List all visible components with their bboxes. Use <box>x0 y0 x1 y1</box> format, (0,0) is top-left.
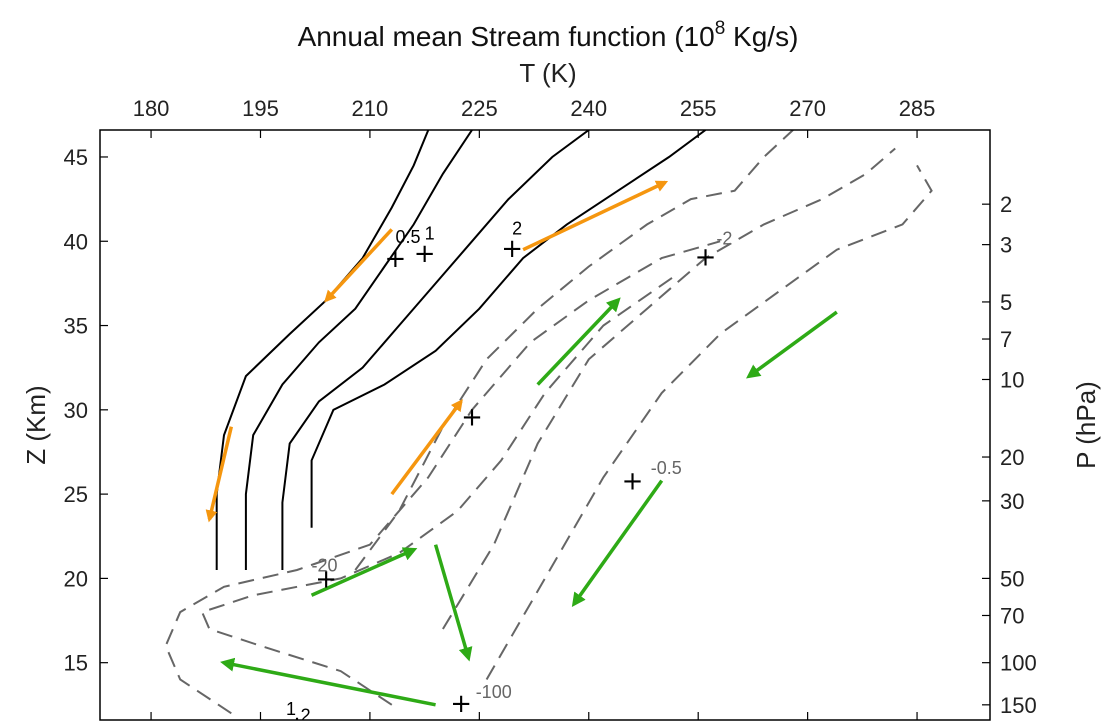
contour-label: 2 <box>301 706 311 724</box>
plus-marker: + <box>450 689 472 719</box>
green-arrow <box>536 297 621 386</box>
positive-contour-line <box>310 130 707 528</box>
plus-markers: +++++++++ <box>286 234 717 724</box>
x-top-tick-label: 255 <box>680 96 717 121</box>
contour-label: -20 <box>312 556 338 576</box>
title-tail: Kg/s) <box>725 21 798 52</box>
orange-arrow <box>205 426 234 523</box>
y-right-tick-label: 200 <box>1000 720 1037 724</box>
positive-contour-line <box>244 130 473 570</box>
plus-marker: + <box>414 239 436 269</box>
x-top-tick-label: 195 <box>242 96 279 121</box>
plus-marker: + <box>315 564 337 594</box>
y-left-tick-labels: 15 20 25 30 35 40 45 <box>64 145 108 676</box>
title-superscript: 8 <box>715 18 726 39</box>
y-right-tick-label: 2 <box>1000 192 1012 217</box>
y-axis-left-title: Z (Km) <box>21 385 51 464</box>
green-arrow <box>571 479 664 607</box>
y-left-tick-label: 40 <box>64 229 88 254</box>
y-right-tick-label: 150 <box>1000 693 1037 718</box>
orange-arrow <box>522 180 669 252</box>
plot-frame <box>99 129 991 721</box>
y-left-tick-label: 30 <box>64 398 88 423</box>
circulation-arrows <box>205 180 838 707</box>
x-top-tick-label: 285 <box>899 96 936 121</box>
positive-contour-line <box>281 130 590 570</box>
y-left-tick-label: 35 <box>64 314 88 339</box>
x-top-tick-labels: 180 195 210 225 240 255 270 285 <box>133 96 936 720</box>
contour-label: -2 <box>716 229 732 249</box>
negative-contour-line <box>442 147 896 630</box>
green-arrow <box>310 547 418 597</box>
negative-contour-line <box>164 240 721 715</box>
y-left-tick-label: 45 <box>64 145 88 170</box>
chart-title: Annual mean Stream function (108 Kg/s) <box>298 18 799 52</box>
plus-marker: + <box>385 244 407 274</box>
contour-label: 0.5 <box>395 227 420 247</box>
y-left-tick-label: 15 <box>64 651 88 676</box>
negative-contour-line <box>354 130 794 571</box>
contour-label: -100 <box>476 682 512 702</box>
plus-marker: + <box>622 467 644 497</box>
green-arrow <box>433 544 473 662</box>
x-axis-top-title: T (K) <box>519 58 576 88</box>
contour-label: 1 <box>425 224 435 244</box>
y-right-tick-label: 10 <box>1000 367 1024 392</box>
y-right-tick-label: 20 <box>1000 445 1024 470</box>
contour-label: 1 <box>286 699 296 719</box>
y-right-tick-label: 70 <box>1000 603 1024 628</box>
orange-arrow <box>390 398 463 496</box>
x-top-tick-label: 270 <box>789 96 826 121</box>
y-right-tick-label: 50 <box>1000 566 1024 591</box>
y-right-tick-label: 100 <box>1000 651 1037 676</box>
contour-label: 2 <box>512 219 522 239</box>
orange-arrow <box>324 228 394 303</box>
negative-contour-line <box>200 274 677 706</box>
y-right-tick-label: 7 <box>1000 327 1012 352</box>
y-axis-right-title: P (hPa) <box>1071 381 1101 469</box>
y-left-tick-label: 20 <box>64 566 88 591</box>
plus-marker: + <box>695 242 717 272</box>
negative-contour-line <box>485 164 933 681</box>
y-right-tick-label: 30 <box>1000 489 1024 514</box>
green-arrow <box>220 657 436 707</box>
positive-contour-line <box>215 130 430 570</box>
positive-contours <box>215 130 707 570</box>
x-top-tick-label: 225 <box>461 96 498 121</box>
y-left-tick-label: 25 <box>64 482 88 507</box>
title-main: Annual mean Stream function (10 <box>298 21 715 52</box>
green-arrow <box>746 310 838 379</box>
x-top-tick-label: 180 <box>133 96 170 121</box>
y-right-tick-label: 5 <box>1000 290 1012 315</box>
x-top-tick-label: 210 <box>352 96 389 121</box>
y-right-tick-labels: 2 3 5 7 10 20 30 50 70 100 150 200 <box>982 192 1037 724</box>
plus-marker: + <box>501 234 523 264</box>
x-top-tick-label: 240 <box>570 96 607 121</box>
negative-contours <box>164 130 933 715</box>
plus-marker: + <box>286 711 308 724</box>
y-right-tick-label: 3 <box>1000 233 1012 258</box>
plus-marker: + <box>461 403 483 433</box>
contour-label: -0.5 <box>651 458 682 478</box>
